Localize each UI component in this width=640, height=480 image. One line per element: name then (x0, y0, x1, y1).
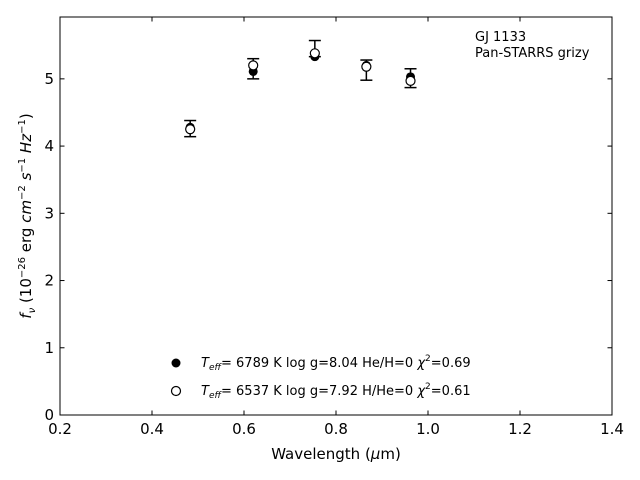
y-tick-label: 1 (44, 339, 54, 357)
x-tick-label: 1.0 (416, 420, 440, 438)
y-tick-label: 0 (44, 406, 54, 424)
x-tick-label: 0.2 (48, 420, 72, 438)
data-points (185, 48, 416, 135)
y-tick-label: 4 (44, 137, 54, 155)
x-tick-label: 0.6 (232, 420, 256, 438)
legend-marker-filled (171, 358, 181, 368)
x-tick-label: 0.8 (324, 420, 348, 438)
target-annotation: GJ 1133 Pan-STARRS grizy (475, 30, 590, 61)
x-tick-label: 0.4 (140, 420, 164, 438)
legend-marker-open (170, 385, 182, 397)
legend-entry-2: Teff= 6537 K log g=7.92 H/He=0 χ2=0.61 (201, 382, 471, 401)
x-axis-label: Wavelength (μm) (271, 445, 401, 463)
open-circle-point (185, 124, 196, 135)
x-tick-label: 1.4 (600, 420, 624, 438)
legend-entry-1: Teff= 6789 K log g=8.04 He/H=0 χ2=0.69 (201, 354, 471, 373)
y-tick-label: 5 (44, 70, 54, 88)
plot-frame (59, 16, 613, 416)
open-circle-point (309, 48, 320, 59)
annotation-survey: Pan-STARRS grizy (475, 46, 590, 61)
annotation-object: GJ 1133 (475, 30, 526, 45)
open-circle-point (361, 61, 372, 72)
y-tick-label: 2 (44, 272, 54, 290)
legend: Teff= 6789 K log g=8.04 He/H=0 χ2=0.69 T… (170, 354, 471, 401)
x-tick-label: 1.2 (508, 420, 532, 438)
y-axis-label: fν (10−26 erg cm−2 s−1 Hz−1) (17, 113, 38, 318)
y-tick-label: 3 (44, 204, 54, 222)
open-circle-point (248, 60, 259, 71)
open-circle-point (405, 75, 416, 86)
